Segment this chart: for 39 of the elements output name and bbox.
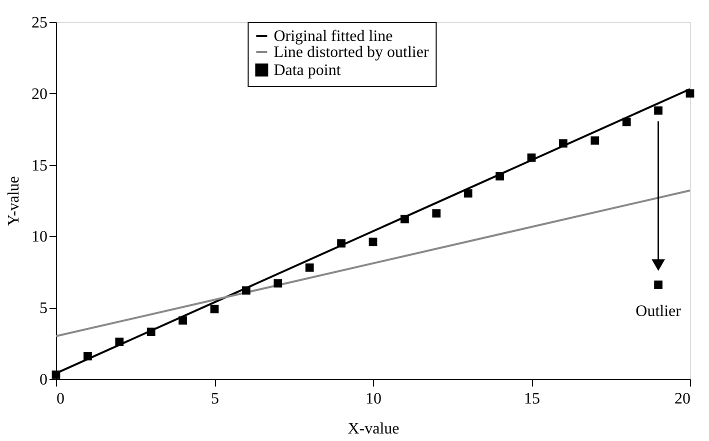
x-tick-label: 15	[524, 390, 540, 408]
point	[496, 172, 504, 180]
point	[115, 338, 124, 346]
annotation: Outlier	[636, 302, 682, 320]
x-tick-label: 20	[674, 390, 690, 408]
y-tick-label: 20	[32, 86, 48, 103]
point	[210, 304, 219, 314]
point	[242, 286, 250, 295]
y-axis-title: Y-value	[6, 176, 22, 226]
point	[52, 370, 60, 379]
point	[432, 209, 441, 218]
point	[590, 136, 600, 145]
point	[464, 189, 472, 198]
point	[146, 328, 156, 336]
point	[622, 118, 631, 126]
point	[178, 316, 187, 325]
point	[84, 352, 92, 360]
point	[654, 106, 662, 115]
y-tick-label: 0	[40, 372, 48, 388]
legend-label: Line distorted by outlier	[274, 44, 430, 61]
point	[337, 239, 346, 248]
y-tick-label: 15	[32, 157, 48, 174]
point	[274, 279, 282, 288]
x-tick-label: 5	[211, 390, 219, 408]
y-tick-label: 25	[32, 14, 48, 32]
point	[305, 263, 314, 272]
legend-label: Data point	[274, 62, 342, 79]
legend-label: Original fitted line	[274, 28, 393, 45]
point	[654, 280, 662, 289]
y-tick-label: 5	[40, 300, 48, 318]
point	[400, 214, 409, 224]
point	[527, 153, 536, 162]
point	[686, 89, 694, 98]
point	[368, 238, 378, 246]
point	[559, 139, 568, 148]
x-tick-label: 0	[56, 390, 64, 408]
x-tick-label: 10	[366, 390, 382, 408]
x-axis-title: X-value	[348, 420, 400, 438]
y-tick-label: 10	[32, 228, 48, 246]
